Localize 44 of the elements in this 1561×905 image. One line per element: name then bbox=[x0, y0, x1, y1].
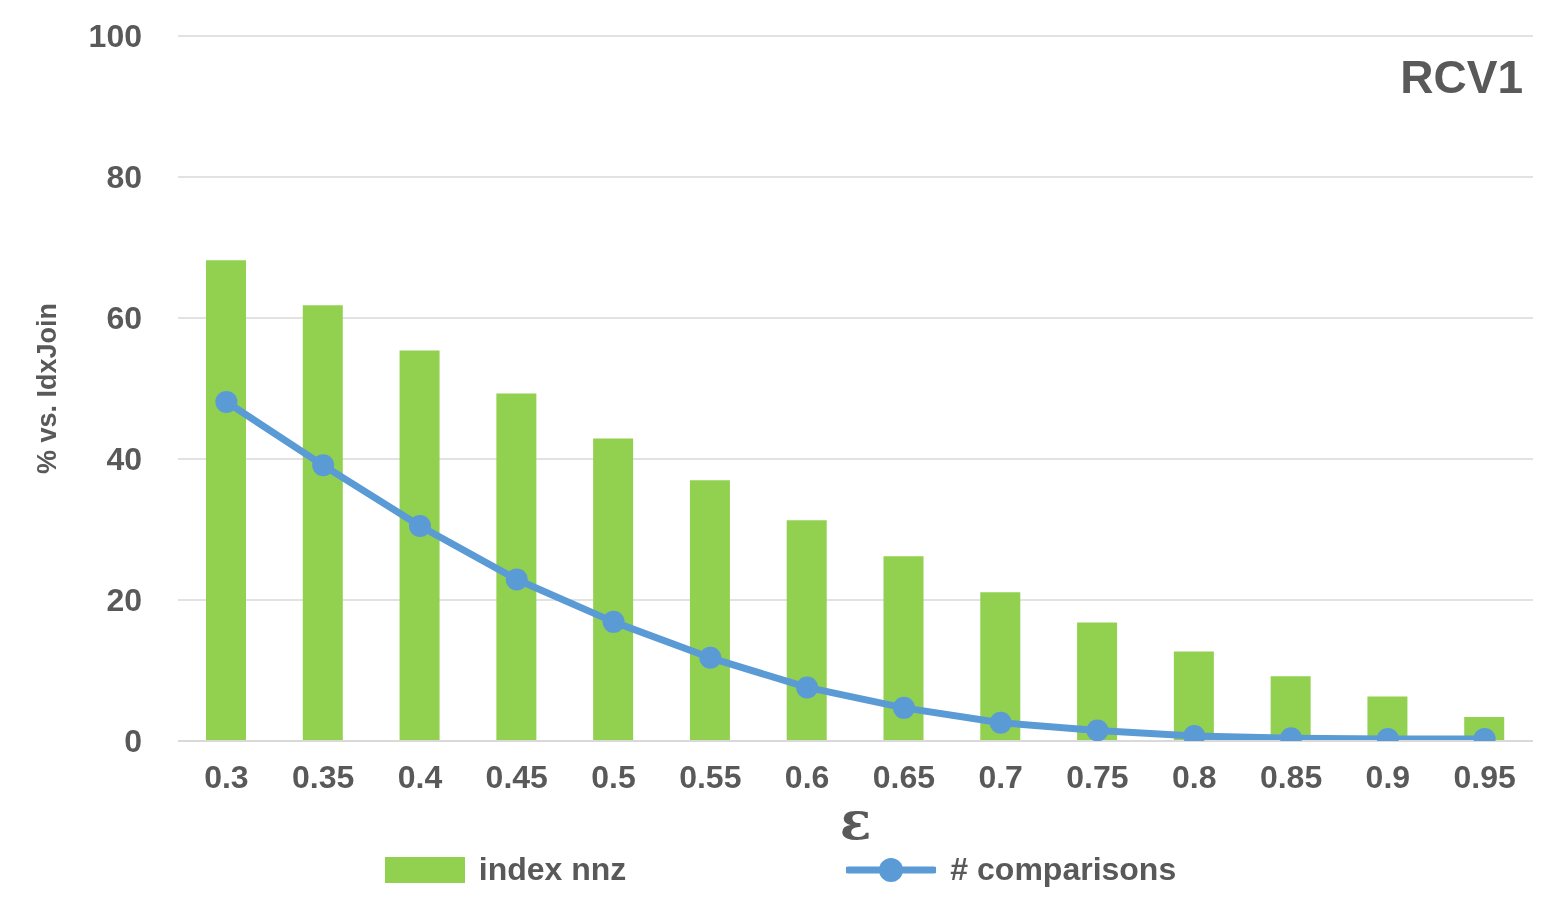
bar bbox=[883, 556, 924, 741]
x-tick-label: 0.4 bbox=[397, 758, 443, 795]
point bbox=[602, 610, 625, 633]
y-axis-title: % vs. IdxJoin bbox=[31, 302, 62, 475]
x-tick-label: 0.35 bbox=[292, 758, 355, 795]
y-tick-label: 60 bbox=[106, 300, 142, 337]
x-tick-label: 0.75 bbox=[1066, 758, 1129, 795]
bar bbox=[399, 350, 440, 741]
point bbox=[1086, 719, 1109, 741]
point bbox=[699, 646, 722, 669]
x-tick-label: 0.45 bbox=[485, 758, 548, 795]
point bbox=[505, 568, 528, 591]
point bbox=[796, 676, 819, 699]
x-tick-label: 0.6 bbox=[784, 758, 830, 795]
bar bbox=[786, 520, 827, 741]
y-tick-label: 20 bbox=[106, 582, 142, 619]
legend-label: index nnz bbox=[478, 851, 627, 888]
y-tick-label: 80 bbox=[106, 159, 142, 196]
x-tick-label: 0.85 bbox=[1259, 758, 1323, 795]
point bbox=[215, 390, 238, 413]
y-tick-label: 40 bbox=[106, 441, 142, 478]
x-tick-label: 0.55 bbox=[679, 758, 742, 795]
bar bbox=[302, 305, 343, 741]
x-tick-label: 0.95 bbox=[1453, 758, 1516, 795]
bar bbox=[689, 480, 730, 741]
y-tick-label: 0 bbox=[124, 723, 142, 760]
chart-title: RCV1 bbox=[1400, 50, 1523, 104]
x-tick-label: 0.9 bbox=[1365, 758, 1411, 795]
bar bbox=[593, 438, 634, 741]
x-tick-label: 0.65 bbox=[872, 758, 936, 795]
x-tick-label: 0.8 bbox=[1172, 758, 1217, 795]
x-tick-label: 0.7 bbox=[978, 758, 1023, 795]
x-tick-label: 0.5 bbox=[591, 758, 636, 795]
bar bbox=[980, 592, 1021, 741]
point bbox=[312, 454, 335, 477]
y-tick-label: 100 bbox=[88, 18, 142, 55]
point bbox=[989, 711, 1012, 734]
bar bbox=[496, 393, 537, 741]
point bbox=[892, 696, 915, 719]
point bbox=[408, 514, 431, 537]
bar bbox=[206, 260, 246, 741]
x-axis-title: ε bbox=[839, 790, 872, 851]
x-tick-label: 0.3 bbox=[204, 758, 249, 795]
legend-label: # comparisons bbox=[950, 851, 1177, 888]
